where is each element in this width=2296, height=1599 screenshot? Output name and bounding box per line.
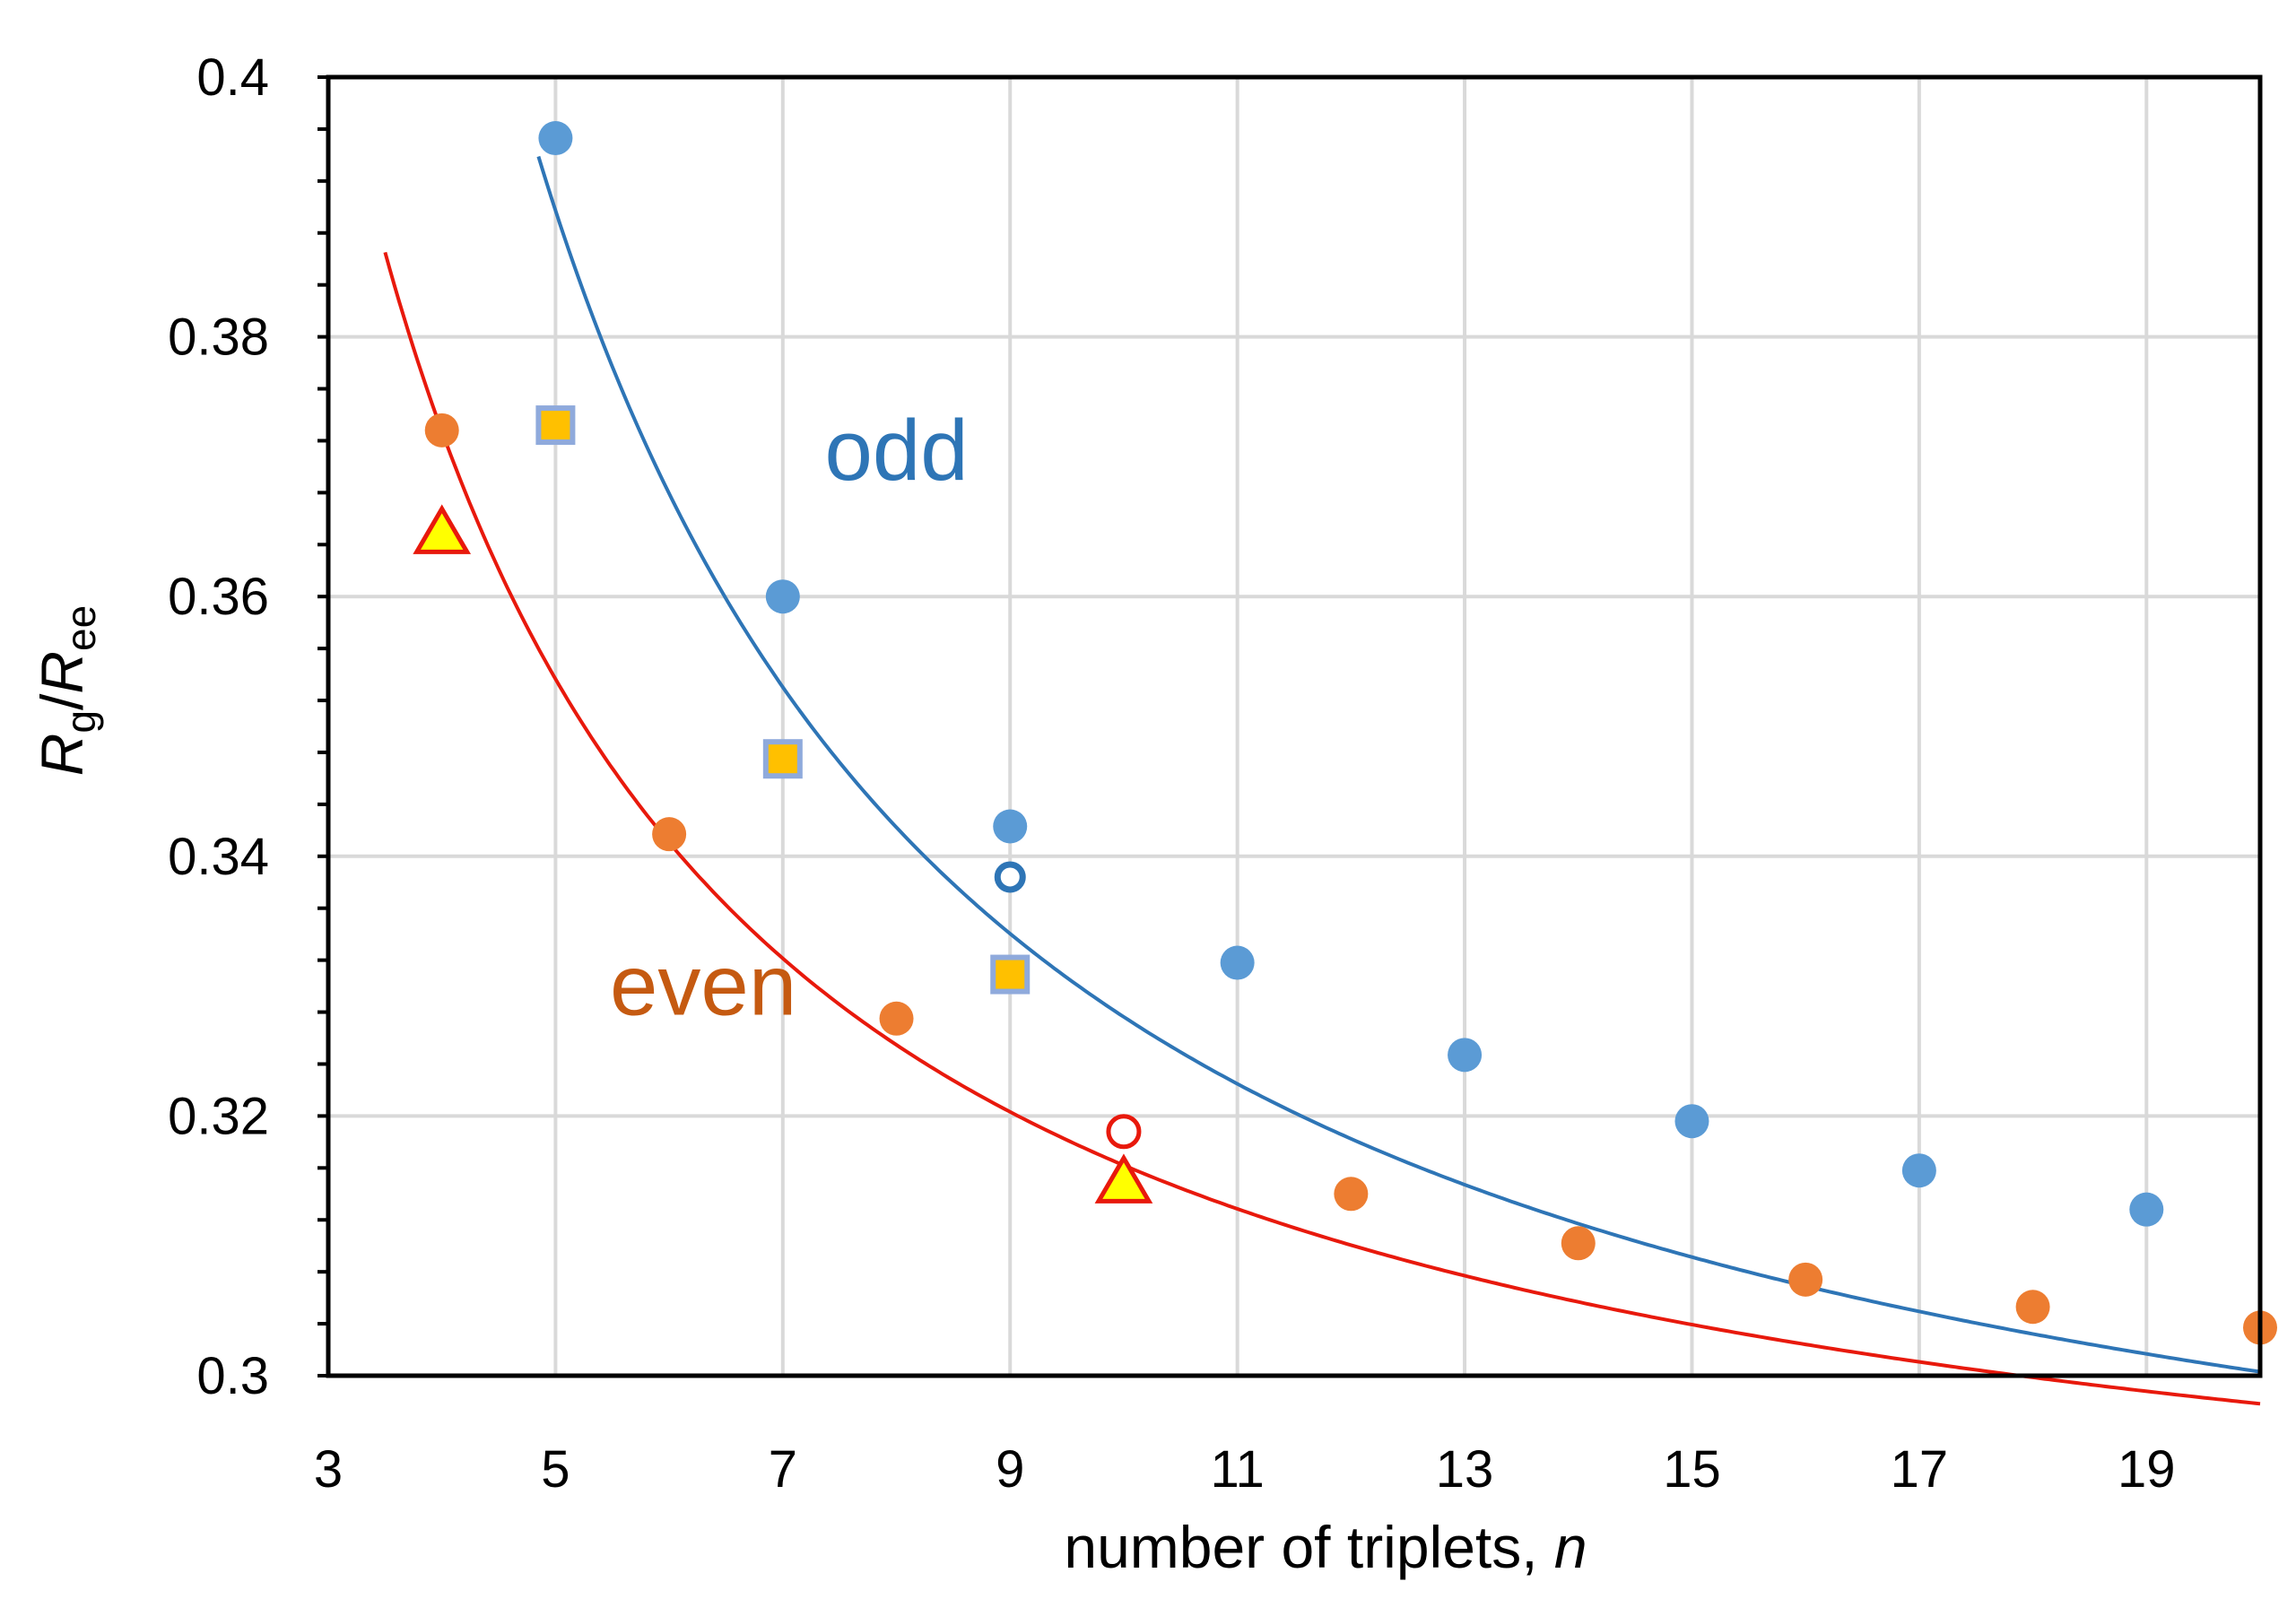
x-tick-label: 11: [1211, 1440, 1265, 1499]
odd-point: [2129, 1192, 2164, 1227]
plot-frame: [326, 74, 2263, 1378]
x-tick-labels: 3 5 7 9 11 13 15 17 19: [314, 1440, 2176, 1499]
even-point: [1561, 1226, 1596, 1261]
even-point: [652, 817, 687, 852]
y-axis-title: Rg/Ree: [29, 605, 104, 776]
y-axis-title-r2: R: [29, 651, 95, 694]
y-tick-label: 0.4: [196, 48, 269, 107]
y-tick-label: 0.38: [168, 309, 269, 367]
y-axis-title-r1: R: [29, 734, 95, 777]
annotation-even: even: [610, 937, 796, 1033]
triangle-point: [1094, 1153, 1153, 1204]
x-axis-title-text: number of triplets,: [1064, 1514, 1554, 1580]
x-tick-label: 3: [314, 1440, 343, 1499]
x-tick-label: 7: [769, 1440, 797, 1499]
y-axis-title-sub-ee: ee: [57, 605, 104, 651]
square-point: [990, 954, 1031, 995]
x-axis-title: number of triplets, n: [1064, 1514, 1587, 1580]
odd-fit-curve: [536, 155, 2261, 1374]
y-tick-label: 0.3: [196, 1347, 269, 1405]
even-point: [424, 413, 459, 448]
even-open-point: [1106, 1114, 1142, 1150]
x-tick-label: 15: [1663, 1440, 1721, 1499]
annotation-odd: odd: [824, 403, 968, 499]
odd-point: [1674, 1104, 1709, 1139]
even-point: [879, 1001, 914, 1036]
y-tick-label: 0.34: [168, 828, 269, 886]
odd-point: [765, 579, 800, 614]
x-tick-label: 5: [541, 1440, 570, 1499]
y-tick-labels: 0.3 0.32 0.34 0.36 0.38 0.4: [168, 48, 269, 1405]
square-point: [535, 405, 576, 446]
y-tick-label: 0.32: [168, 1087, 269, 1145]
x-tick-label: 19: [2118, 1440, 2176, 1499]
odd-point: [1220, 945, 1255, 980]
even-point: [1334, 1177, 1369, 1212]
data-markers: [413, 121, 2277, 1345]
y-tick-label: 0.36: [168, 568, 269, 626]
y-axis-title-slash: /: [29, 693, 95, 710]
series-annotations: odd even: [610, 403, 969, 1034]
x-tick-label: 13: [1436, 1440, 1494, 1499]
odd-open-point: [994, 861, 1026, 893]
odd-point: [993, 809, 1028, 844]
odd-point: [538, 121, 573, 156]
square-point: [762, 739, 803, 779]
even-fit-curve: [383, 251, 2261, 1406]
even-point: [1788, 1262, 1823, 1297]
plot-border: [326, 74, 2263, 1378]
even-point: [2015, 1290, 2050, 1325]
x-tick-label: 17: [1891, 1440, 1949, 1499]
x-axis-title-variable: n: [1554, 1514, 1587, 1580]
grid: [328, 75, 2260, 1376]
x-tick-label: 9: [996, 1440, 1024, 1499]
odd-point: [1448, 1038, 1483, 1073]
odd-point: [1901, 1153, 1936, 1188]
fit-curves: [383, 155, 2261, 1406]
y-axis-title-sub-g: g: [57, 710, 104, 734]
triangle-point: [413, 504, 472, 554]
